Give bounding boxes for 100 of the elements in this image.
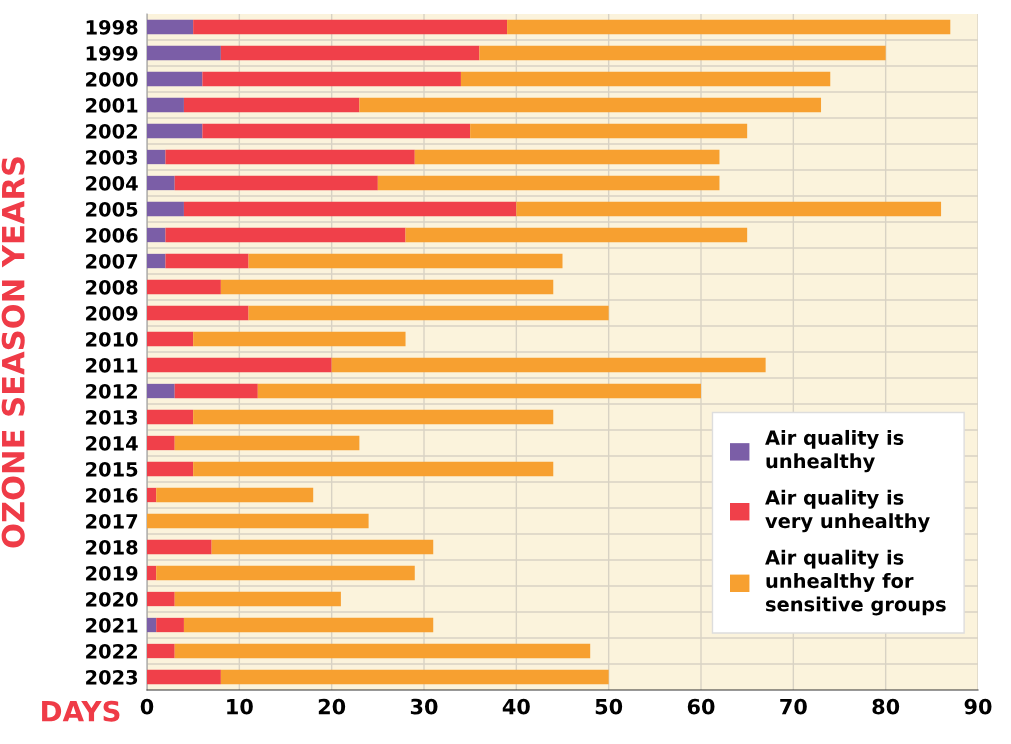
bar bbox=[165, 149, 415, 165]
y-tick-label: 2002 bbox=[86, 123, 137, 139]
y-tick-label: 2016 bbox=[86, 487, 138, 503]
x-tick-label: 90 bbox=[964, 698, 992, 715]
bar bbox=[202, 123, 471, 139]
x-tick-label: 30 bbox=[410, 698, 438, 715]
x-tick-label: 50 bbox=[595, 698, 623, 715]
y-tick-label: 2000 bbox=[86, 71, 138, 87]
bar bbox=[147, 435, 175, 451]
bar bbox=[156, 565, 415, 581]
bar bbox=[470, 123, 748, 139]
y-tick-label: 2018 bbox=[86, 539, 138, 555]
x-tick-label: 0 bbox=[140, 698, 154, 715]
x-axis-title: DAYS bbox=[42, 700, 120, 722]
x-tick-label: 60 bbox=[687, 698, 715, 715]
y-tick-label: 2021 bbox=[86, 617, 138, 633]
x-tick-label: 80 bbox=[872, 698, 900, 715]
bar bbox=[193, 19, 508, 35]
bar bbox=[174, 591, 341, 607]
y-tick-label: 2012 bbox=[86, 383, 137, 399]
x-tick-label: 40 bbox=[502, 698, 530, 715]
y-tick-label: 2005 bbox=[86, 201, 138, 217]
legend-label: Air quality is unhealthy bbox=[765, 429, 904, 473]
bar bbox=[165, 253, 249, 269]
y-tick-label: 2019 bbox=[86, 565, 138, 581]
bar bbox=[147, 123, 203, 139]
bar bbox=[147, 97, 184, 113]
y-tick-label: 2014 bbox=[86, 435, 138, 451]
bar bbox=[248, 253, 563, 269]
bar bbox=[359, 97, 822, 113]
bar bbox=[147, 357, 332, 373]
y-tick-label: 2023 bbox=[86, 669, 138, 685]
bar bbox=[147, 513, 369, 529]
bar bbox=[147, 253, 166, 269]
bar bbox=[147, 643, 175, 659]
bar bbox=[193, 331, 406, 347]
bar bbox=[147, 305, 249, 321]
y-tick-label: 1998 bbox=[86, 19, 138, 35]
bar bbox=[147, 227, 166, 243]
bar bbox=[193, 461, 554, 477]
bar bbox=[147, 149, 166, 165]
y-tick-label: 2006 bbox=[86, 227, 138, 243]
bar bbox=[147, 331, 194, 347]
bar bbox=[147, 19, 194, 35]
bar bbox=[147, 71, 203, 87]
legend-label: Air quality is very unhealthy bbox=[765, 489, 930, 533]
bar bbox=[174, 175, 378, 191]
bar bbox=[516, 201, 942, 217]
bar bbox=[257, 383, 701, 399]
bar bbox=[405, 227, 748, 243]
bar bbox=[183, 201, 517, 217]
y-tick-label: 1999 bbox=[86, 45, 138, 61]
bar bbox=[147, 487, 157, 503]
bar bbox=[147, 591, 175, 607]
bar bbox=[183, 617, 434, 633]
y-tick-label: 2020 bbox=[86, 591, 138, 607]
x-tick-label: 70 bbox=[780, 698, 807, 715]
y-tick-label: 2003 bbox=[86, 149, 138, 165]
bar bbox=[147, 669, 221, 685]
bar bbox=[156, 617, 184, 633]
x-tick-label: 10 bbox=[227, 698, 253, 715]
bar bbox=[147, 45, 221, 61]
bar bbox=[479, 45, 886, 61]
bar bbox=[174, 643, 591, 659]
bar bbox=[147, 201, 184, 217]
y-tick-label: 2007 bbox=[86, 253, 138, 269]
bar bbox=[147, 279, 221, 295]
y-tick-label: 2011 bbox=[86, 357, 138, 373]
y-tick-label: 2004 bbox=[86, 175, 138, 191]
bar bbox=[156, 487, 314, 503]
bar bbox=[147, 383, 175, 399]
y-tick-label: 2010 bbox=[86, 331, 138, 347]
x-tick-label: 20 bbox=[318, 698, 346, 715]
bar bbox=[211, 539, 434, 555]
y-tick-label: 2001 bbox=[86, 97, 138, 113]
bar bbox=[331, 357, 766, 373]
bar bbox=[174, 435, 360, 451]
bar bbox=[507, 19, 951, 35]
y-axis-title: OZONE SEASON YEARS bbox=[1, 157, 25, 548]
bar bbox=[248, 305, 609, 321]
bar bbox=[183, 97, 360, 113]
bar bbox=[220, 279, 554, 295]
bar bbox=[174, 383, 258, 399]
bar bbox=[147, 175, 175, 191]
y-tick-label: 2017 bbox=[86, 513, 138, 529]
bar bbox=[193, 409, 554, 425]
bar bbox=[147, 617, 157, 633]
bar bbox=[414, 149, 720, 165]
bar bbox=[220, 669, 609, 685]
y-tick-label: 2015 bbox=[86, 461, 138, 477]
y-tick-label: 2022 bbox=[86, 643, 137, 659]
bar bbox=[460, 71, 831, 87]
bar bbox=[165, 227, 406, 243]
bar bbox=[377, 175, 720, 191]
bar bbox=[220, 45, 480, 61]
y-tick-label: 2013 bbox=[86, 409, 138, 425]
legend-label: Air quality is unhealthy for sensitive groups bbox=[765, 549, 946, 616]
bar bbox=[147, 565, 157, 581]
bar bbox=[147, 461, 194, 477]
y-tick-label: 2009 bbox=[86, 305, 138, 321]
